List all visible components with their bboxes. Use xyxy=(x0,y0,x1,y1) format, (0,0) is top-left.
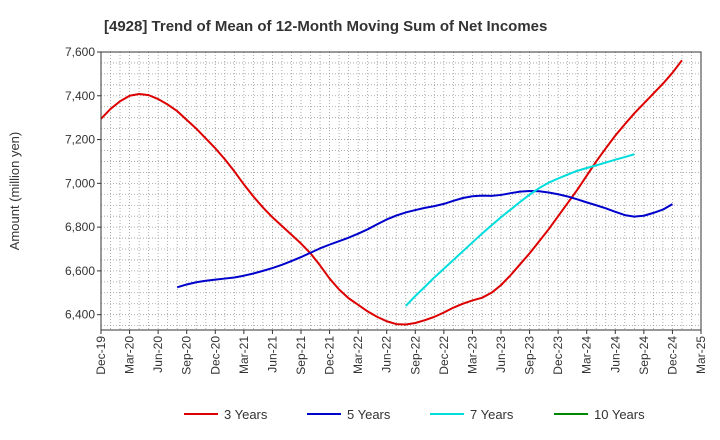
series-line-7-years xyxy=(405,153,635,307)
legend-label: 7 Years xyxy=(470,407,514,422)
y-tick-label: 6,600 xyxy=(65,264,95,278)
x-tick-label: Mar-20 xyxy=(123,336,137,374)
x-tick-label: Jun-22 xyxy=(380,336,394,373)
x-tick-label: Mar-22 xyxy=(351,336,365,374)
legend-label: 10 Years xyxy=(594,407,645,422)
x-tick-label: Dec-20 xyxy=(208,336,222,375)
series-lines xyxy=(100,59,683,326)
y-tick-label: 6,400 xyxy=(65,308,95,322)
series-line-3-years xyxy=(100,59,683,326)
y-tick-label: 7,400 xyxy=(65,89,95,103)
x-tick-label: Dec-22 xyxy=(437,336,451,375)
x-axis-ticks: Dec-19 Mar-20 Jun-20 Sep-20 Dec-20 Mar-21 Jun-… xyxy=(94,330,708,375)
x-tick-label: Jun-20 xyxy=(151,336,165,373)
y-tick-label: 7,000 xyxy=(65,176,95,190)
y-axis-label: Amount (million yen) xyxy=(7,132,22,251)
x-tick-label: Sep-23 xyxy=(523,336,537,375)
x-tick-label: Dec-19 xyxy=(94,336,108,375)
grid-lines xyxy=(100,51,702,330)
x-tick-label: Mar-23 xyxy=(465,336,479,374)
x-tick-label: Dec-24 xyxy=(665,336,679,375)
x-tick-label: Jun-23 xyxy=(494,336,508,373)
x-tick-label: Sep-22 xyxy=(408,336,422,375)
x-tick-label: Jun-21 xyxy=(265,336,279,373)
y-tick-label: 6,800 xyxy=(65,220,95,234)
legend-label: 3 Years xyxy=(224,407,268,422)
plot-area-frame xyxy=(100,51,702,331)
x-tick-label: Dec-23 xyxy=(551,336,565,375)
x-tick-label: Mar-21 xyxy=(237,336,251,374)
series-line-5-years xyxy=(176,190,673,289)
x-tick-label: Mar-24 xyxy=(580,336,594,374)
chart-title: [4928] Trend of Mean of 12-Month Moving … xyxy=(104,18,547,35)
y-tick-label: 7,600 xyxy=(65,45,95,59)
legend: 3 Years 5 Years 7 Years 10 Years xyxy=(184,407,645,422)
x-tick-label: Sep-20 xyxy=(180,336,194,375)
x-tick-label: Mar-25 xyxy=(694,336,708,374)
legend-label: 5 Years xyxy=(347,407,391,422)
x-tick-label: Jun-24 xyxy=(608,336,622,373)
y-tick-label: 7,200 xyxy=(65,133,95,147)
y-axis-ticks: 6,400 6,600 6,800 7,000 7,200 7,400 7,600 xyxy=(65,45,101,322)
x-tick-label: Sep-21 xyxy=(294,336,308,375)
x-tick-label: Sep-24 xyxy=(637,336,651,375)
x-tick-label: Dec-21 xyxy=(323,336,337,375)
